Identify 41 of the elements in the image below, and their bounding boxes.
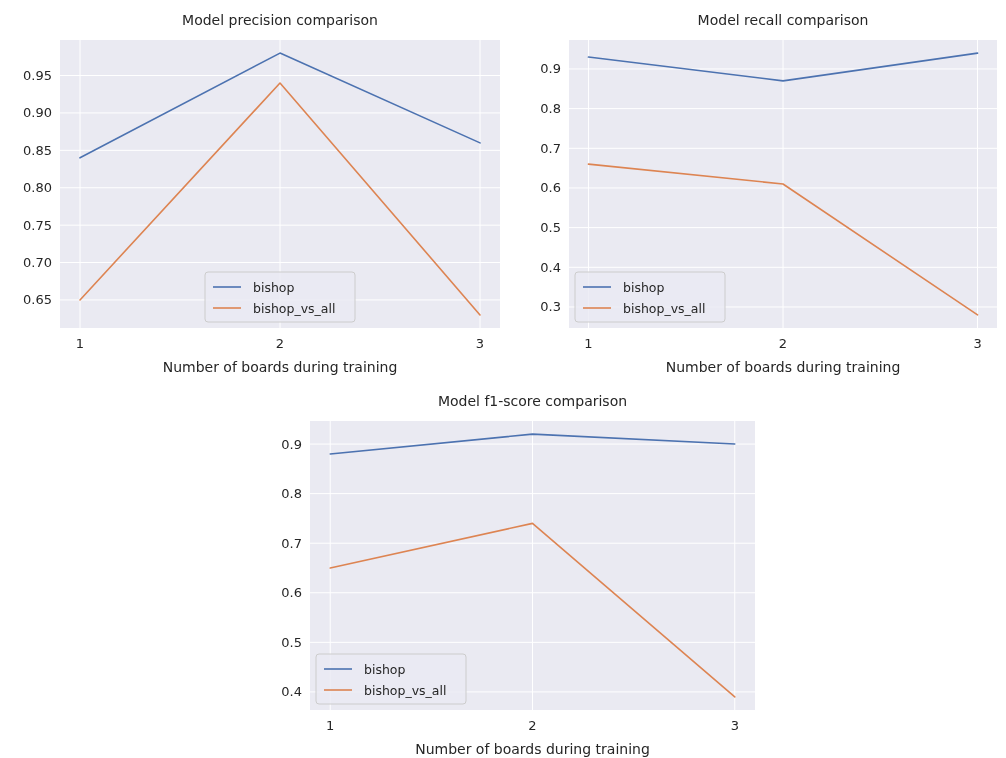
y-tick-label: 0.8 bbox=[540, 101, 561, 117]
legend-label: bishop bbox=[253, 279, 295, 295]
y-tick-label: 0.3 bbox=[540, 299, 561, 315]
chart-title: Model f1-score comparison bbox=[437, 393, 628, 409]
y-tick-label: 0.7 bbox=[281, 535, 302, 551]
x-tick-label: 2 bbox=[528, 718, 537, 733]
y-tick-label: 0.8 bbox=[281, 486, 302, 502]
y-tick-label: 0.80 bbox=[23, 180, 52, 196]
x-tick-label: 2 bbox=[778, 336, 788, 351]
legend-label: bishop_vs_all bbox=[253, 300, 336, 316]
x-tick-label: 3 bbox=[475, 336, 485, 351]
y-tick-label: 0.6 bbox=[540, 180, 561, 196]
x-tick-label: 1 bbox=[584, 336, 593, 351]
legend-label: bishop_vs_all bbox=[364, 682, 447, 698]
y-tick-label: 0.6 bbox=[281, 585, 302, 601]
y-tick-label: 0.70 bbox=[23, 255, 52, 271]
legend-label: bishop bbox=[364, 661, 406, 677]
y-tick-label: 0.90 bbox=[23, 105, 52, 121]
chart-title: Model precision comparison bbox=[182, 12, 378, 28]
y-tick-label: 0.75 bbox=[23, 217, 52, 233]
legend-label: bishop_vs_all bbox=[623, 300, 706, 316]
y-tick-label: 0.95 bbox=[23, 68, 52, 84]
x-tick-label: 1 bbox=[326, 718, 335, 733]
y-tick-label: 0.5 bbox=[540, 220, 561, 236]
legend-label: bishop bbox=[623, 279, 665, 295]
x-tick-label: 2 bbox=[275, 336, 285, 351]
y-tick-label: 0.4 bbox=[540, 259, 561, 275]
x-axis-title: Number of boards during training bbox=[665, 359, 901, 375]
x-axis-title: Number of boards during training bbox=[162, 359, 398, 375]
y-tick-label: 0.65 bbox=[23, 292, 52, 308]
x-axis-title: Number of boards during training bbox=[415, 741, 650, 757]
y-tick-label: 0.7 bbox=[540, 140, 561, 156]
y-tick-label: 0.9 bbox=[281, 436, 302, 452]
y-tick-label: 0.4 bbox=[281, 684, 302, 700]
y-tick-label: 0.5 bbox=[281, 634, 302, 650]
x-tick-label: 3 bbox=[730, 718, 739, 733]
x-tick-label: 3 bbox=[973, 336, 982, 351]
y-tick-label: 0.85 bbox=[23, 142, 52, 158]
x-tick-label: 1 bbox=[75, 336, 85, 351]
chart-title: Model recall comparison bbox=[697, 12, 869, 28]
y-tick-label: 0.9 bbox=[540, 61, 561, 77]
